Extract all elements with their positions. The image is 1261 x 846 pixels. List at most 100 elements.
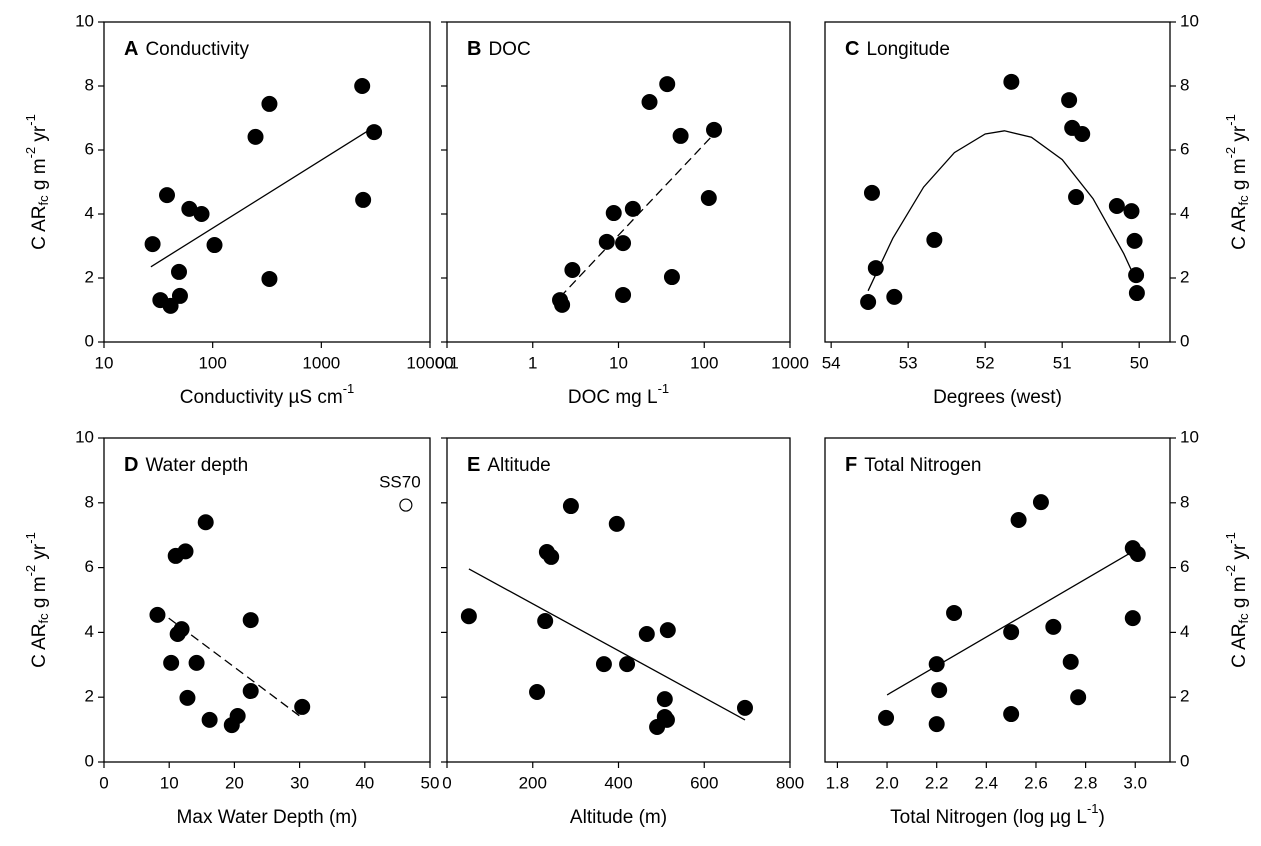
- data-point: [149, 606, 166, 623]
- x-tick-label: 0.1: [435, 353, 459, 372]
- panel-letter: D: [124, 454, 138, 476]
- y-tick-label: 6: [85, 557, 94, 576]
- x-tick-label: 200: [519, 773, 547, 792]
- x-axis-label-part: -1: [658, 381, 670, 396]
- x-tick-label: 2.2: [925, 773, 949, 792]
- y-tick-label: 10: [75, 11, 94, 30]
- data-point: [162, 297, 179, 314]
- data-point: [931, 682, 948, 699]
- data-point: [649, 719, 666, 736]
- data-point: [615, 235, 632, 252]
- x-tick-label: 10: [160, 773, 179, 792]
- data-point: [736, 699, 753, 716]
- y-tick-label: 4: [1180, 203, 1189, 222]
- y-tick-label: 6: [1180, 139, 1189, 158]
- y-tick-label: 2: [85, 687, 94, 706]
- data-point: [641, 94, 658, 110]
- y-tick-label: 0: [1180, 331, 1189, 350]
- y-axis-label-part: g m: [29, 576, 50, 613]
- data-point: [144, 236, 161, 253]
- panel-letter: E: [467, 454, 480, 476]
- plot-frame: [103, 437, 431, 763]
- data-point: [564, 262, 581, 278]
- y-tick-label: 2: [85, 267, 94, 286]
- y-tick-label: 6: [85, 139, 94, 158]
- x-axis-label: Degrees (west): [933, 387, 1062, 408]
- y-tick-label: 4: [85, 622, 94, 641]
- data-point: [171, 287, 188, 304]
- x-axis-label-part: DOC mg L: [568, 387, 658, 408]
- y-axis-label-part: g m: [29, 158, 50, 195]
- data-point: [615, 286, 632, 303]
- data-point: [163, 654, 180, 671]
- x-axis-label-part: Altitude (m): [570, 807, 667, 828]
- data-point: [598, 233, 615, 250]
- y-axis-label-part: C AR: [29, 205, 50, 249]
- panel-title: A Conductivity: [124, 38, 249, 60]
- y-tick-label: 10: [75, 427, 94, 446]
- data-point: [1010, 511, 1027, 528]
- y-axis-label-part: C AR: [1229, 623, 1250, 667]
- data-point: [261, 270, 278, 287]
- x-tick-label: 100: [198, 353, 226, 372]
- data-point: [179, 689, 196, 706]
- x-tick-label: 10: [95, 353, 114, 372]
- x-axis-label: Max Water Depth (m): [177, 807, 358, 828]
- y-axis-label-part: yr: [29, 125, 50, 147]
- data-point: [1123, 203, 1140, 220]
- x-tick-label: 800: [776, 773, 804, 792]
- data-point: [946, 604, 963, 621]
- data-point: [706, 121, 723, 138]
- plot-frame: [824, 21, 1171, 343]
- data-point: [193, 206, 210, 222]
- y-axis-label-part: -1: [1223, 532, 1238, 544]
- x-axis-label: DOC mg L-1: [568, 381, 669, 408]
- outlier-point: [399, 498, 413, 512]
- y-axis-label-part: g m: [1229, 576, 1250, 613]
- y-axis-label-part: fc: [36, 613, 51, 624]
- panel-name: Longitude: [866, 39, 949, 60]
- y-axis-label-part: -1: [1223, 114, 1238, 126]
- x-tick-label: 54: [822, 353, 841, 372]
- data-point: [355, 191, 372, 208]
- data-point: [460, 608, 477, 625]
- panel-name: Total Nitrogen: [864, 455, 981, 476]
- x-tick-label: 2.0: [875, 773, 899, 792]
- x-tick-label: 1000: [771, 353, 809, 372]
- data-point: [294, 698, 311, 715]
- data-point: [619, 656, 636, 673]
- y-axis-label: C ARfc g m-2 yr-1: [23, 114, 51, 250]
- data-point: [672, 127, 689, 144]
- data-point: [1061, 92, 1078, 109]
- plot-frame: [824, 437, 1171, 763]
- x-tick-label: 1: [528, 353, 537, 372]
- y-axis-label-part: fc: [36, 195, 51, 206]
- data-point: [1074, 126, 1091, 142]
- x-tick-label: 10000: [406, 353, 453, 372]
- x-tick-label: 53: [899, 353, 918, 372]
- data-point: [1045, 618, 1062, 635]
- data-point: [242, 683, 259, 700]
- y-tick-label: 6: [1180, 557, 1189, 576]
- x-axis-label: Conductivity µS cm-1: [180, 381, 355, 408]
- y-axis-label-part: fc: [1236, 195, 1251, 206]
- x-axis-label-part: -1: [1087, 801, 1099, 816]
- x-axis-label-part: -1: [343, 381, 355, 396]
- y-tick-label: 8: [1180, 492, 1189, 511]
- data-point: [247, 128, 264, 145]
- y-axis-label-part: C AR: [29, 623, 50, 667]
- x-tick-label: 50: [1130, 353, 1149, 372]
- y-tick-label: 2: [1180, 267, 1189, 286]
- data-point: [656, 691, 673, 708]
- y-tick-label: 10: [1180, 11, 1199, 30]
- y-tick-label: 0: [1180, 751, 1189, 770]
- panel-name: Altitude: [487, 455, 550, 476]
- panel-title: B DOC: [467, 38, 531, 60]
- x-tick-label: 20: [225, 773, 244, 792]
- data-point: [608, 515, 625, 532]
- data-point: [562, 498, 579, 515]
- panel-title: E Altitude: [467, 454, 551, 476]
- y-axis-label-part: fc: [1236, 613, 1251, 624]
- panel-letter: F: [845, 454, 857, 476]
